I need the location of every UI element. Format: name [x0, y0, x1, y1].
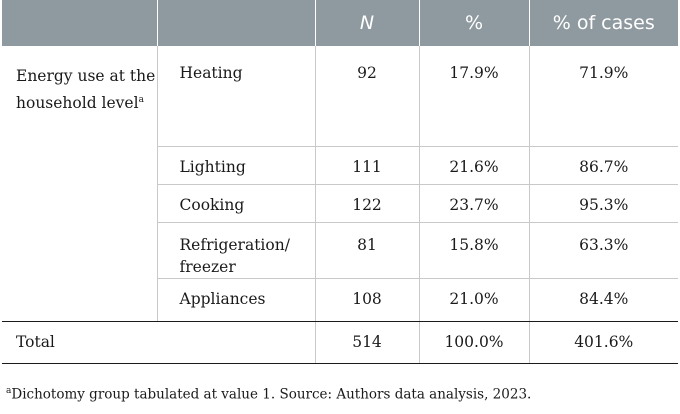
- row-percent: 17.9%: [419, 46, 530, 146]
- row-percent-of-cases: 86.7%: [529, 145, 678, 184]
- table-row: Energy use at the household levela Heati…: [2, 46, 678, 322]
- row-label: Lighting: [157, 145, 316, 184]
- total-percent: 100.0%: [419, 321, 530, 364]
- row-percent-of-cases: 84.4%: [529, 277, 678, 322]
- frequency-table: N % % of cases Energy use at the househo…: [2, 0, 678, 364]
- header-percent: %: [419, 0, 530, 46]
- header-percent-of-cases: % of cases: [529, 0, 678, 46]
- row-label: Refrigeration/ freezer: [157, 221, 316, 278]
- header-n: N: [315, 0, 420, 46]
- row-n: 92: [315, 46, 420, 146]
- row-percent: 21.6%: [419, 145, 530, 184]
- total-n: 514: [315, 321, 420, 364]
- header-blank-2: [157, 0, 316, 46]
- total-row: Total 514 100.0% 401.6%: [2, 321, 678, 364]
- table-row: Appliances 108 21.0% 84.4%: [2, 277, 678, 322]
- row-percent-of-cases: 95.3%: [529, 183, 678, 222]
- row-label: Heating: [157, 46, 316, 146]
- total-label: Total: [2, 321, 316, 364]
- footnote-text: Dichotomy group tabulated at value 1. So…: [11, 386, 532, 403]
- group-label: Energy use at the household level: [16, 67, 156, 113]
- group-label-cell: Energy use at the household levela: [2, 46, 158, 322]
- table-row: Lighting 111 21.6% 86.7%: [2, 145, 678, 184]
- row-n: 122: [315, 183, 420, 222]
- table-row: Refrigeration/ freezer 81 15.8% 63.3%: [2, 221, 678, 278]
- footnote-marker: a: [6, 386, 12, 396]
- row-n: 108: [315, 277, 420, 322]
- total-percent-of-cases: 401.6%: [529, 321, 678, 364]
- row-percent: 15.8%: [419, 221, 530, 278]
- row-n: 81: [315, 221, 420, 278]
- row-percent-of-cases: 71.9%: [579, 64, 629, 82]
- row-percent: 21.0%: [419, 277, 530, 322]
- row-percent: 23.7%: [419, 183, 530, 222]
- frequency-table-container: N % % of cases Energy use at the househo…: [2, 0, 678, 364]
- header-row: N % % of cases: [2, 0, 678, 46]
- header-blank-1: [2, 0, 158, 46]
- row-n: 111: [315, 145, 420, 184]
- row-label: Cooking: [157, 183, 316, 222]
- row-label: Appliances: [157, 277, 316, 322]
- row-percent-of-cases: 63.3%: [529, 221, 678, 278]
- group-label-footnote-marker: a: [138, 95, 144, 105]
- table-row: Cooking 122 23.7% 95.3%: [2, 183, 678, 222]
- table-footnote: aDichotomy group tabulated at value 1. S…: [6, 386, 531, 403]
